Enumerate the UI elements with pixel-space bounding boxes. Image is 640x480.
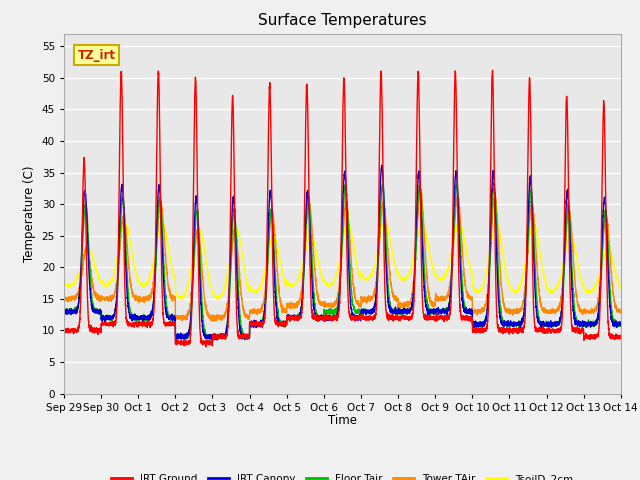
Floor Tair: [453, 181, 461, 187]
Floor Tair: [616, 323, 624, 328]
Floor Tair: [468, 309, 476, 314]
TsoilD_2cm: [214, 296, 221, 302]
Legend: IRT Ground, IRT Canopy, Floor Tair, Tower TAir, TsoilD_2cm: IRT Ground, IRT Canopy, Floor Tair, Towe…: [107, 470, 578, 480]
IRT Canopy: [499, 323, 507, 328]
Line: Floor Tair: Floor Tair: [64, 184, 621, 342]
IRT Canopy: [616, 323, 624, 328]
Tower TAir: [417, 187, 424, 192]
Line: TsoilD_2cm: TsoilD_2cm: [64, 222, 621, 299]
Floor Tair: [160, 264, 168, 270]
IRT Canopy: [468, 309, 476, 315]
Line: Tower TAir: Tower TAir: [64, 190, 621, 321]
Tower TAir: [322, 300, 330, 306]
Floor Tair: [60, 307, 68, 312]
Text: TZ_irt: TZ_irt: [78, 49, 116, 62]
Floor Tair: [206, 339, 214, 345]
IRT Ground: [467, 314, 475, 320]
IRT Ground: [60, 327, 68, 333]
IRT Ground: [436, 316, 444, 322]
TsoilD_2cm: [436, 276, 444, 282]
IRT Canopy: [60, 309, 68, 314]
IRT Canopy: [160, 286, 168, 292]
IRT Canopy: [378, 162, 386, 168]
Tower TAir: [617, 309, 625, 314]
Tower TAir: [60, 295, 68, 300]
IRT Ground: [160, 320, 168, 325]
Tower TAir: [436, 297, 444, 302]
TsoilD_2cm: [322, 281, 330, 287]
TsoilD_2cm: [381, 219, 388, 225]
TsoilD_2cm: [60, 279, 68, 285]
IRT Canopy: [213, 337, 221, 343]
Y-axis label: Temperature (C): Temperature (C): [23, 165, 36, 262]
Floor Tair: [436, 308, 444, 314]
IRT Ground: [616, 333, 624, 338]
Floor Tair: [617, 323, 625, 329]
TsoilD_2cm: [617, 286, 625, 292]
Tower TAir: [160, 230, 168, 236]
Tower TAir: [499, 296, 507, 301]
IRT Ground: [322, 314, 330, 320]
TsoilD_2cm: [499, 252, 507, 258]
TsoilD_2cm: [616, 283, 624, 289]
IRT Ground: [202, 344, 210, 349]
IRT Ground: [499, 331, 507, 336]
IRT Canopy: [322, 312, 330, 317]
TsoilD_2cm: [468, 269, 476, 275]
Floor Tair: [322, 308, 330, 313]
Tower TAir: [468, 295, 476, 300]
X-axis label: Time: Time: [328, 414, 357, 427]
Tower TAir: [210, 318, 218, 324]
IRT Canopy: [617, 322, 625, 328]
TsoilD_2cm: [160, 223, 168, 229]
IRT Ground: [617, 334, 625, 340]
Line: IRT Canopy: IRT Canopy: [64, 165, 621, 340]
Tower TAir: [616, 310, 624, 315]
Floor Tair: [499, 319, 507, 324]
Line: IRT Ground: IRT Ground: [64, 71, 621, 347]
IRT Canopy: [436, 309, 444, 315]
Title: Surface Temperatures: Surface Temperatures: [258, 13, 427, 28]
IRT Ground: [489, 68, 497, 73]
